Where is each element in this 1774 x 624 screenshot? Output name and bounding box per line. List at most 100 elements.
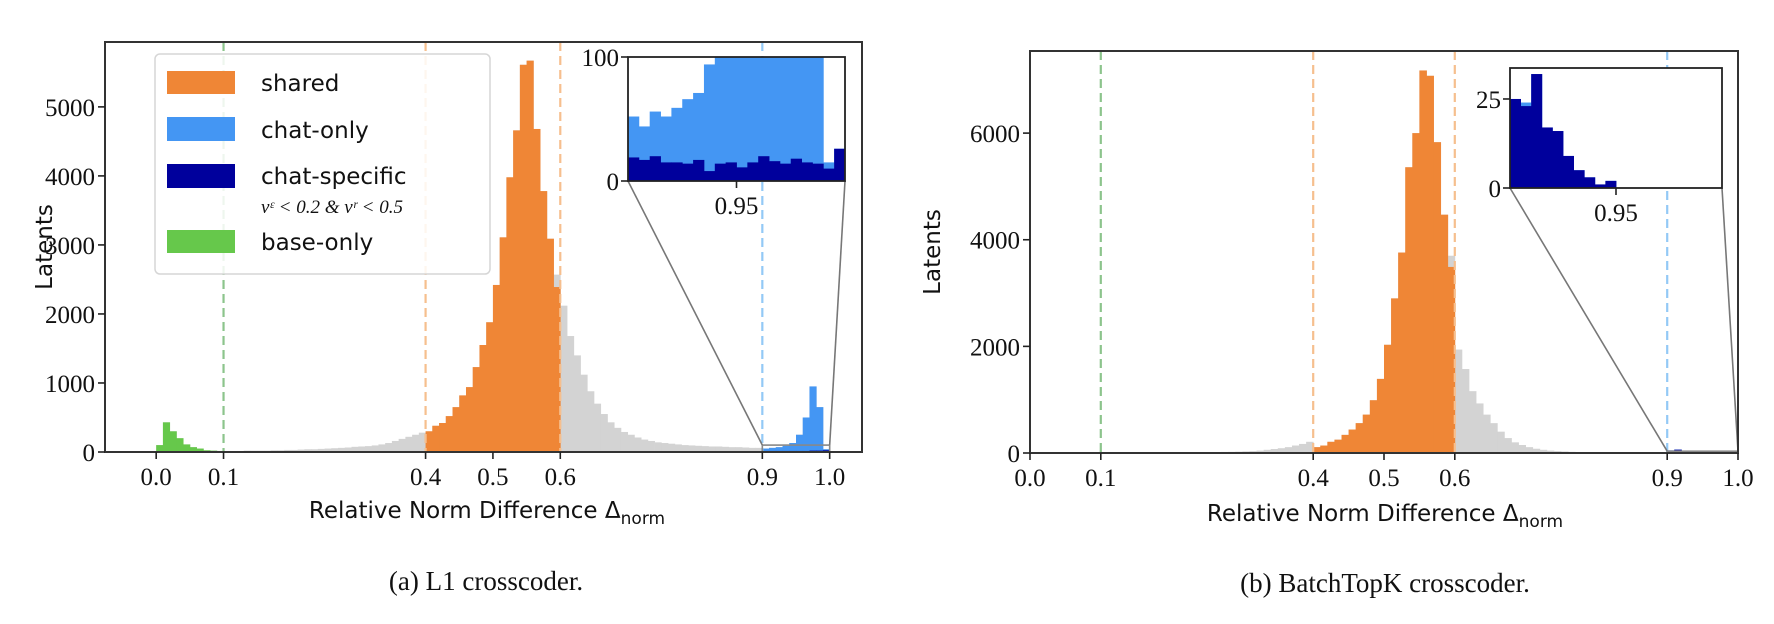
all-latents-bar [701,446,709,452]
shared-bar [540,191,548,452]
base-only-bar [189,447,197,452]
inset-y-tick-label: 25 [1476,87,1501,114]
shared-bar [486,322,494,452]
inset-chat-specific-bar [736,167,748,181]
shared-bar [1384,344,1392,453]
y-tick-label: 6000 [970,121,1020,148]
inset-chat-specific-bar [823,168,835,181]
inset-chat-only-bar [769,57,781,181]
all-latents-bar [748,447,756,452]
inset-chat-specific-bar [790,158,802,181]
x-tick-label: 0.9 [1652,465,1683,492]
zoom-connector-line [627,180,764,446]
shared-bar [479,345,487,452]
base-only-bar [169,431,177,452]
x-tick-label: 0.6 [1439,465,1470,492]
inset-chat-specific-bar [1584,177,1596,188]
inset-chat-only-bar [747,57,759,181]
all-latents-bar [694,445,703,452]
shared-bar [499,237,507,452]
inset-chat-specific-bar [1510,98,1521,188]
inset-chat-specific-bar [1552,131,1564,188]
all-latents-bar [378,444,386,452]
all-latents-bar [297,449,305,452]
x-tick-label: 0.4 [410,464,442,491]
inset-chat-only-bar [638,126,651,181]
shared-bar [513,130,521,452]
x-tick-label: 0.1 [1085,465,1116,492]
all-latents-bar [284,449,292,452]
all-latents-bar [1468,391,1477,453]
inset-chat-only-bar [790,57,802,181]
panel-caption: (b) BatchTopK crosscoder. [1240,568,1530,598]
all-latents-bar [1461,369,1470,453]
shared-bar [445,416,453,452]
shared-bar [519,64,527,452]
shared-bar [1355,423,1364,453]
all-latents-bar [331,448,339,452]
all-latents-bar [647,440,655,452]
inset-chat-specific-bar [703,171,716,181]
inset-chat-specific-bar [758,156,770,181]
shared-bar [465,387,474,452]
inset-chat-specific-bar [725,162,737,181]
y-tick-label: 2000 [970,334,1020,361]
all-latents-bar [1532,448,1541,453]
inset-chat-specific-bar [747,162,759,181]
all-latents-bar [567,336,575,452]
shared-bar [1433,142,1442,454]
shared-bar [459,395,467,452]
shared-bar [1341,434,1349,453]
all-latents-bar [681,445,689,452]
inset-y-tick-label: 100 [582,45,620,72]
inset-chat-specific-bar [638,159,651,181]
all-latents-bar [1299,443,1307,453]
all-latents-bar [641,439,649,452]
all-latents-bar [398,438,406,452]
shared-bar [1320,445,1328,453]
all-latents-bar [587,391,595,452]
x-tick-label: 0.4 [1298,465,1330,492]
y-tick-label: 0 [1008,441,1021,468]
x-tick-label: 0.5 [477,464,508,491]
inset-chat-specific-bar [834,148,846,181]
shared-bar [425,431,433,452]
x-tick-label: 0.1 [208,464,239,491]
shared-bar [546,238,554,452]
chat-only-bar [809,386,817,452]
inset-chat-only-bar [649,111,661,181]
all-latents-bar [634,437,642,452]
inset-chat-specific-bar [628,157,640,181]
all-latents-bar [1476,403,1484,453]
x-axis-label-main: Relative Norm Difference Δ [309,498,621,524]
y-tick-label: 5000 [45,95,95,122]
inset-chat-specific-bar [1531,74,1543,188]
x-tick-label: 0.5 [1368,465,1399,492]
inset-chat-specific-bar [1541,127,1553,188]
shared-bar [492,284,501,452]
all-latents-bar [728,447,736,452]
inset-chat-only-bar [703,64,716,181]
all-latents-bar [654,442,662,452]
all-latents-bar [614,427,622,452]
inset-chat-only-bar [801,57,813,181]
inset-chat-only-bar [682,99,694,181]
shared-bar [1440,214,1449,453]
x-axis-label-subscript: norm [1519,512,1563,532]
all-latents-bar [1263,449,1272,453]
all-latents-bar [593,403,602,452]
all-latents-bar [1483,414,1491,453]
legend-label-chat-only: chat-only [261,118,369,144]
all-latents-bar [742,447,750,452]
all-latents-bar [371,445,379,452]
all-latents-bar [1256,450,1265,453]
inset-chat-only-bar [660,116,672,181]
shared-bar [526,60,534,452]
all-latents-bar [1518,445,1526,453]
all-latents-bar [1511,442,1519,453]
shared-bar [1447,266,1456,453]
inset-chat-specific-bar [671,162,683,181]
shared-bar [506,177,514,453]
